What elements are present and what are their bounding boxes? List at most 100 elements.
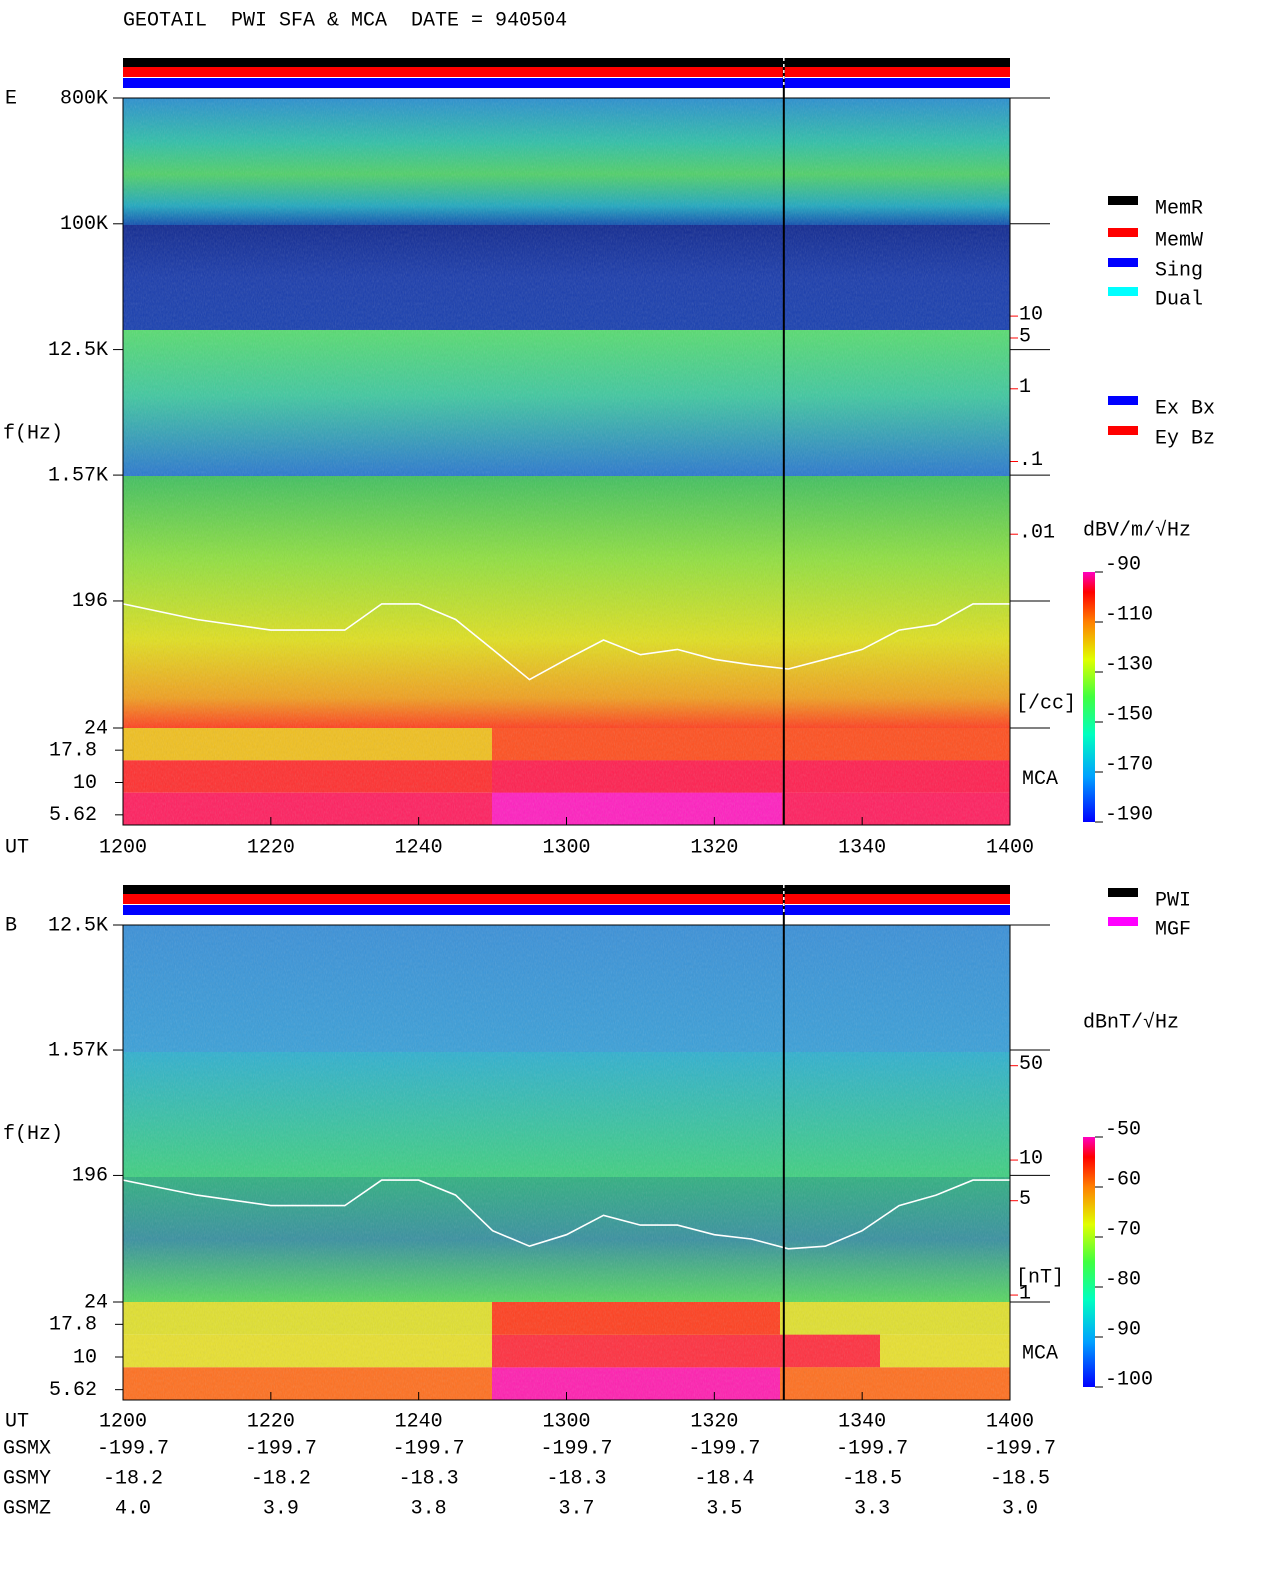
y-axis-label: f(Hz) (3, 422, 63, 445)
legend-label: PWI (1155, 889, 1191, 912)
x-tick-label: 1400 (986, 836, 1034, 859)
y2-tick-label: 10 (1019, 1147, 1043, 1170)
ephemeris-value: -18.3 (399, 1467, 459, 1490)
y2-tick-label: 5 (1019, 1188, 1031, 1211)
y-axis-label: f(Hz) (3, 1123, 63, 1146)
legend-swatch (1108, 917, 1138, 926)
ephemeris-label: GSMZ (3, 1497, 51, 1520)
ephemeris-value: -199.7 (97, 1437, 169, 1460)
y2-tick-label: 10 (1019, 303, 1043, 326)
ephemeris-value: 3.3 (854, 1497, 890, 1520)
ephemeris-value: 4.0 (115, 1497, 151, 1520)
legend-swatch (1108, 888, 1138, 897)
y-tick-label: 24 (84, 717, 108, 740)
density-line (122, 603, 1010, 681)
x-tick-label: 1220 (247, 836, 295, 859)
legend-label: MemW (1155, 229, 1203, 252)
legend-swatch (1108, 426, 1138, 435)
y2-axis-label: [/cc] (1016, 692, 1076, 715)
spectrogram-texture (123, 98, 1010, 825)
y-tick-label: 12.5K (48, 339, 108, 362)
ephemeris-value: -199.7 (393, 1437, 465, 1460)
mca-tick-label: 17.8 (49, 739, 97, 762)
y2-tick-label: 50 (1019, 1053, 1043, 1076)
ephemeris-label: GSMY (3, 1467, 51, 1490)
colorbar-tick-label: -110 (1105, 603, 1153, 626)
mca-tick-label: 10 (73, 1346, 97, 1369)
y2-tick-label: .01 (1019, 521, 1055, 544)
ephemeris-value: 3.7 (558, 1497, 594, 1520)
status-bar (123, 67, 1010, 77)
legend-swatch (1108, 287, 1138, 296)
x-tick-label: 1300 (542, 1410, 590, 1433)
legend-label: Dual (1155, 288, 1203, 311)
status-bar (123, 78, 1010, 88)
status-bar (123, 58, 1010, 67)
y-tick-label: 800K (60, 87, 108, 110)
plot-frame (122, 924, 1011, 1401)
y-tick-label: 196 (72, 590, 108, 613)
y-tick-label: 196 (72, 1165, 108, 1188)
mca-tick-label: 10 (73, 772, 97, 795)
mca-label: MCA (1022, 1342, 1058, 1365)
y-tick-label: 1.57K (48, 1039, 108, 1062)
colorbar-tick-label: -90 (1105, 1318, 1141, 1341)
colorbar-tick-label: -170 (1105, 753, 1153, 776)
legend-label: Sing (1155, 259, 1203, 282)
x-tick-label: 1400 (986, 1410, 1034, 1433)
x-tick-label: 1220 (247, 1410, 295, 1433)
legend-label: Ey Bz (1155, 427, 1215, 450)
y-tick-label: 100K (60, 213, 108, 236)
ephemeris-value: -18.2 (251, 1467, 311, 1490)
ephemeris-value: -18.2 (103, 1467, 163, 1490)
x-tick-label: 1340 (838, 836, 886, 859)
density-line (122, 1179, 1010, 1250)
y2-tick-label: 1 (1019, 1282, 1031, 1305)
ephemeris-value: 3.9 (263, 1497, 299, 1520)
panel-label: E (5, 87, 17, 110)
mca-tick-label: 17.8 (49, 1314, 97, 1337)
ephemeris-label: GSMX (3, 1437, 51, 1460)
ephemeris-value: 3.5 (706, 1497, 742, 1520)
colorbar-label: dBnT/√Hz (1083, 1010, 1179, 1034)
y2-axis-label: [nT] (1016, 1266, 1064, 1289)
ephemeris-value: -199.7 (540, 1437, 612, 1460)
y-tick-label: 24 (84, 1291, 108, 1314)
legend-label: MemR (1155, 197, 1203, 220)
x-tick-label: 1320 (690, 1410, 738, 1433)
mca-tick-label: 5.62 (49, 1379, 97, 1402)
colorbar-tick-label: -70 (1105, 1218, 1141, 1241)
ephemeris-value: -199.7 (688, 1437, 760, 1460)
y2-tick-label: 1 (1019, 376, 1031, 399)
ephemeris-value: 3.0 (1002, 1497, 1038, 1520)
panel-label: B (5, 914, 17, 937)
ephemeris-value: -18.4 (694, 1467, 754, 1490)
colorbar-tick-label: -190 (1105, 803, 1153, 826)
colorbar-tick-label: -130 (1105, 653, 1153, 676)
x-axis-label: UT (5, 836, 29, 859)
legend-swatch (1108, 396, 1138, 405)
colorbar-tick-label: -50 (1105, 1118, 1141, 1141)
chart-title: GEOTAIL PWI SFA & MCA DATE = 940504 (123, 9, 567, 32)
colorbar (1083, 1137, 1095, 1387)
x-axis-label: UT (5, 1410, 29, 1433)
x-tick-label: 1240 (395, 1410, 443, 1433)
colorbar-tick-label: -80 (1105, 1268, 1141, 1291)
ephemeris-value: 3.8 (411, 1497, 447, 1520)
status-bar (123, 885, 1010, 894)
x-tick-label: 1340 (838, 1410, 886, 1433)
x-tick-label: 1200 (99, 836, 147, 859)
status-bar (123, 894, 1010, 904)
x-tick-label: 1300 (542, 836, 590, 859)
x-tick-label: 1240 (395, 836, 443, 859)
ephemeris-value: -199.7 (984, 1437, 1056, 1460)
legend-label: MGF (1155, 918, 1191, 941)
legend-swatch (1108, 196, 1138, 205)
x-tick-label: 1320 (690, 836, 738, 859)
legend-label: Ex Bx (1155, 397, 1215, 420)
ephemeris-value: -18.5 (842, 1467, 902, 1490)
plot-frame (122, 97, 1011, 826)
